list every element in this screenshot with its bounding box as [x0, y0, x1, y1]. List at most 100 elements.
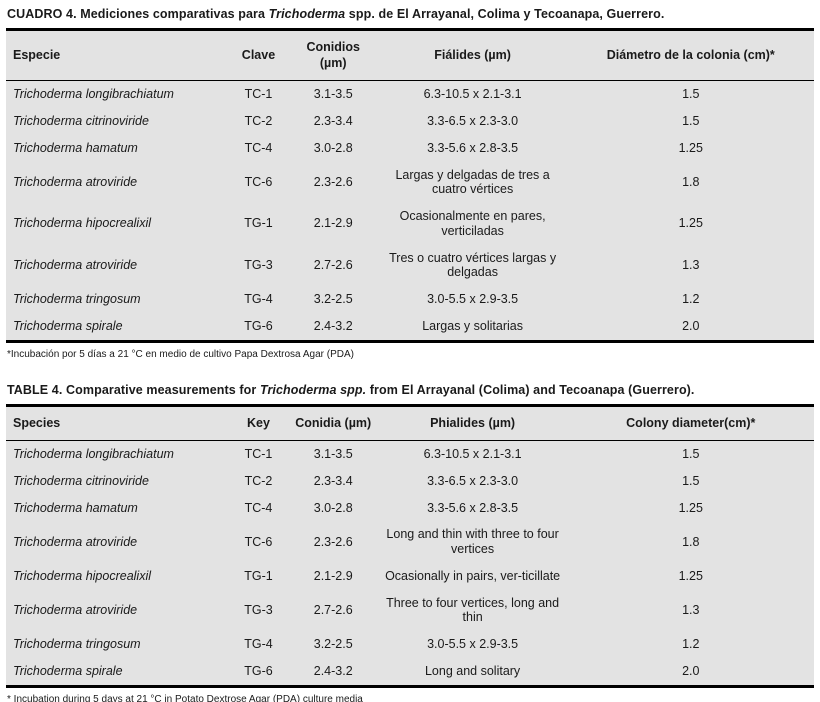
diameter-cell: 1.8: [682, 174, 700, 189]
phialides-cell: 3.3-6.5 x 2.3-3.0: [427, 114, 519, 128]
species-cell: Trichoderma spirale: [13, 663, 123, 678]
phialides-cell: Three to four vertices, long and thin: [386, 595, 560, 625]
species-cell: Trichoderma atroviride: [13, 257, 138, 272]
phialides-cell: 3.3-6.5 x 2.3-3.0: [427, 473, 519, 488]
diameter-cell: 1.3: [682, 603, 700, 617]
diameter-cell: 1.5: [682, 447, 700, 462]
phialides-cell: 6.3-10.5 x 2.1-3.1: [423, 87, 522, 102]
diameter-cell: 1.2: [682, 637, 700, 652]
table-row: Trichoderma atroviride TG-3 2.7-2.6 Thre…: [6, 590, 814, 632]
phialides-cell: Largas y solitarias: [422, 318, 523, 333]
key-cell: TC-2: [244, 114, 273, 128]
table-row: Trichoderma hamatum TC-4 3.0-2.8 3.3-5.6…: [6, 495, 814, 522]
conidia-cell: 3.2-2.5: [313, 292, 353, 306]
key-cell: TC-4: [244, 500, 273, 515]
key-cell: TC-6: [244, 174, 273, 189]
table-row: Trichoderma citrinoviride TC-2 2.3-3.4 3…: [6, 108, 814, 135]
key-cell: TG-4: [244, 292, 273, 306]
diameter-cell: 1.25: [678, 216, 703, 231]
key-cell: TC-1: [244, 447, 273, 462]
key-cell: TC-6: [244, 534, 273, 549]
species-cell: Trichoderma hipocrealixil: [13, 216, 152, 231]
conidia-cell: 2.3-3.4: [313, 473, 353, 488]
conidia-cell: 2.4-3.2: [313, 663, 353, 678]
key-cell: TC-1: [244, 87, 273, 102]
diameter-cell: 1.5: [682, 87, 700, 102]
species-cell: Trichoderma citrinoviride: [13, 114, 149, 128]
col-header-species: Especie: [13, 47, 61, 62]
species-cell: Trichoderma atroviride: [13, 603, 138, 617]
phialides-cell: 3.0-5.5 x 2.9-3.5: [427, 637, 519, 652]
species-cell: Trichoderma hamatum: [13, 140, 138, 155]
conidia-cell: 2.1-2.9: [313, 216, 353, 231]
key-cell: TG-1: [244, 568, 273, 583]
table-row: Trichoderma atroviride TC-6 2.3-2.6 Long…: [6, 521, 814, 563]
conidia-cell: 2.7-2.6: [313, 603, 353, 617]
conidia-cell: 3.1-3.5: [313, 87, 353, 102]
key-cell: TG-6: [244, 318, 273, 333]
cuadro-4-table: Especie Clave Conidios (µm) Fiálides (µm…: [6, 28, 814, 343]
phialides-cell: Long and thin with three to four vertice…: [386, 527, 559, 557]
species-cell: Trichoderma atroviride: [13, 534, 138, 549]
title-text-italic: Trichoderma: [268, 7, 346, 21]
table-row: Trichoderma hipocrealixil TG-1 2.1-2.9 O…: [6, 203, 814, 245]
phialides-cell: 3.0-5.5 x 2.9-3.5: [427, 292, 519, 306]
diameter-cell: 1.8: [682, 534, 700, 549]
species-cell: Trichoderma tringosum: [13, 292, 141, 306]
table-row: Trichoderma longibrachiatum TC-1 3.1-3.5…: [6, 81, 814, 108]
species-cell: Trichoderma hamatum: [13, 500, 138, 515]
table-row: Trichoderma citrinoviride TC-2 2.3-3.4 3…: [6, 468, 814, 495]
conidia-cell: 2.3-2.6: [313, 174, 353, 189]
title-text-suffix: from El Arrayanal (Colima) and Tecoanapa…: [366, 382, 695, 397]
table-row: Trichoderma spirale TG-6 2.4-3.2 Long an…: [6, 658, 814, 686]
species-cell: Trichoderma longibrachiatum: [13, 447, 174, 462]
diameter-cell: 1.5: [682, 114, 700, 128]
table-4-footnote: * Incubation during 5 days at 21 °C in P…: [7, 693, 363, 702]
col-header-key: Key: [247, 415, 270, 430]
table-row: Trichoderma spirale TG-6 2.4-3.2 Largas …: [6, 313, 814, 341]
cuadro-4-footnote: *Incubación por 5 días a 21 °C en medio …: [7, 348, 354, 360]
table-row: Trichoderma tringosum TG-4 3.2-2.5 3.0-5…: [6, 631, 814, 658]
conidia-cell: 2.7-2.6: [313, 257, 353, 272]
col-header-phialides: Phialides (µm): [430, 415, 516, 430]
key-cell: TG-4: [244, 637, 273, 652]
col-header-conidia: Conidios (µm): [306, 40, 360, 70]
species-cell: Trichoderma atroviride: [13, 174, 138, 189]
table-row: Trichoderma tringosum TG-4 3.2-2.5 3.0-5…: [6, 286, 814, 313]
conidia-cell: 2.3-3.4: [313, 114, 353, 128]
table-row: Trichoderma atroviride TG-3 2.7-2.6 Tres…: [6, 245, 814, 287]
conidia-cell: 2.3-2.6: [313, 534, 353, 549]
table-row: Trichoderma longibrachiatum TC-1 3.1-3.5…: [6, 441, 814, 468]
table-row: Trichoderma hipocrealixil TG-1 2.1-2.9 O…: [6, 563, 814, 590]
species-cell: Trichoderma longibrachiatum: [13, 87, 174, 102]
phialides-cell: Ocasionally in pairs, ver-ticillate: [385, 568, 561, 583]
title-text-italic: Trichoderma spp.: [259, 382, 367, 397]
diameter-cell: 1.5: [682, 473, 700, 488]
cuadro-4-block: CUADRO 4. Mediciones comparativas para T…: [6, 7, 814, 360]
table-4-block: TABLE 4. Comparative measurements for Tr…: [6, 383, 814, 702]
diameter-cell: 1.25: [678, 500, 703, 515]
phialides-cell: 3.3-5.6 x 2.8-3.5: [427, 140, 519, 155]
diameter-cell: 1.25: [678, 140, 703, 155]
col-header-diameter: Diámetro de la colonia (cm)*: [606, 47, 775, 62]
cuadro-4-title: CUADRO 4. Mediciones comparativas para T…: [7, 7, 814, 21]
diameter-cell: 2.0: [682, 663, 700, 678]
diameter-cell: 2.0: [682, 318, 700, 333]
key-cell: TG-1: [244, 216, 273, 231]
conidia-cell: 3.2-2.5: [313, 637, 353, 652]
phialides-cell: Long and solitary: [424, 663, 521, 678]
col-header-species: Species: [13, 415, 61, 430]
table-row: Trichoderma hamatum TC-4 3.0-2.8 3.3-5.6…: [6, 135, 814, 162]
conidia-cell: 3.0-2.8: [313, 500, 353, 515]
col-header-phialides: Fiálides (µm): [434, 47, 511, 62]
title-text-prefix: TABLE 4. Comparative measurements for: [7, 382, 260, 397]
conidia-cell: 3.1-3.5: [313, 447, 353, 462]
species-cell: Trichoderma hipocrealixil: [13, 568, 152, 583]
title-text-prefix: CUADRO 4. Mediciones comparativas para: [7, 7, 269, 21]
phialides-cell: 6.3-10.5 x 2.1-3.1: [423, 447, 522, 462]
col-header-diameter: Colony diameter(cm)*: [626, 415, 756, 430]
diameter-cell: 1.2: [682, 292, 700, 306]
conidia-cell: 2.4-3.2: [313, 318, 353, 333]
header-row: Species Key Conidia (µm) Phialides (µm) …: [6, 405, 814, 441]
